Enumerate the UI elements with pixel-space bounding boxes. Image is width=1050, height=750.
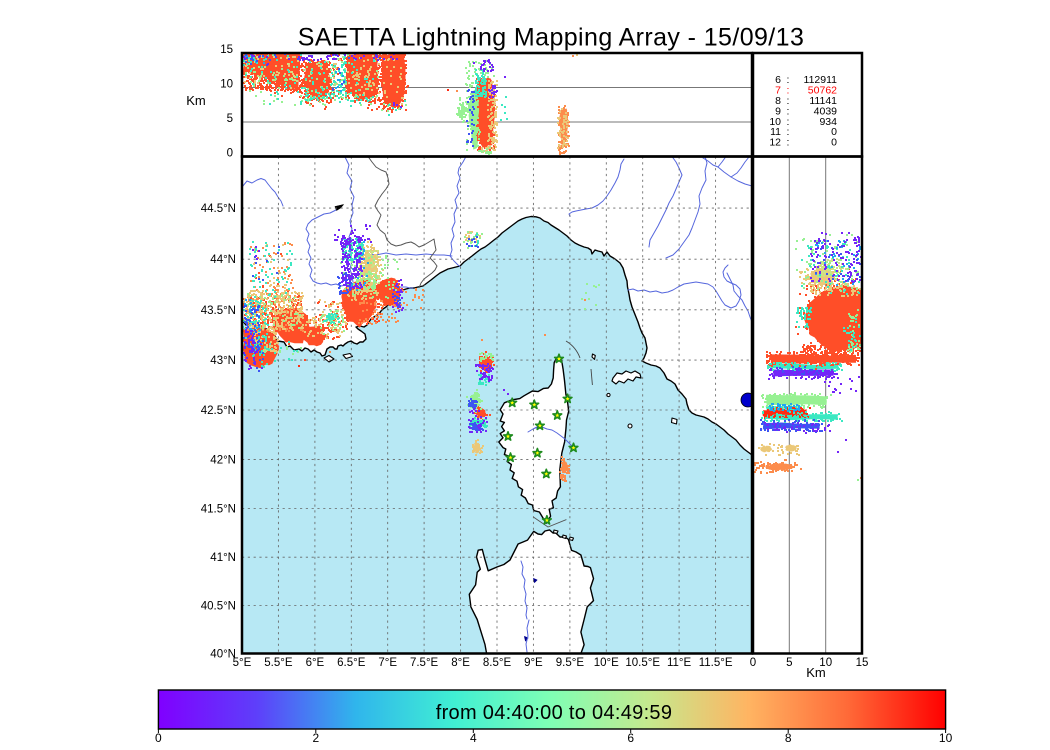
svg-text:112911: 112911 (804, 74, 838, 86)
svg-text::: : (787, 116, 790, 128)
svg-text:9°E: 9°E (524, 657, 543, 669)
svg-text:0: 0 (831, 126, 837, 138)
svg-text:40.5°N: 40.5°N (201, 601, 236, 613)
svg-text:4: 4 (470, 731, 477, 745)
svg-text:10°E: 10°E (594, 657, 619, 669)
svg-text:Km: Km (186, 93, 206, 108)
svg-text:40°N: 40°N (210, 649, 236, 661)
svg-text:43°N: 43°N (210, 355, 236, 367)
svg-text:6°E: 6°E (306, 657, 325, 669)
svg-text:8°E: 8°E (451, 657, 470, 669)
svg-text:7.5°E: 7.5°E (410, 657, 439, 669)
svg-text:5: 5 (786, 657, 792, 669)
svg-text:SAETTA Lightning Mapping Array: SAETTA Lightning Mapping Array - 15/09/1… (298, 24, 805, 52)
svg-text:8: 8 (785, 731, 792, 745)
svg-text::: : (787, 137, 790, 149)
svg-text:10: 10 (769, 116, 781, 128)
svg-text:44°N: 44°N (210, 254, 236, 266)
svg-text:9.5°E: 9.5°E (556, 657, 585, 669)
svg-text:10: 10 (819, 657, 832, 669)
svg-text:42°N: 42°N (210, 454, 236, 466)
svg-text:44.5°N: 44.5°N (201, 203, 236, 215)
svg-text:0: 0 (750, 657, 756, 669)
svg-text:6.5°E: 6.5°E (337, 657, 366, 669)
svg-text:11: 11 (770, 126, 781, 138)
svg-text:6: 6 (627, 731, 634, 745)
svg-text::: : (787, 74, 790, 86)
svg-text:9: 9 (775, 105, 781, 117)
svg-text:5.5°E: 5.5°E (264, 657, 293, 669)
svg-text:Km: Km (806, 665, 826, 680)
svg-text:11.5°E: 11.5°E (699, 657, 733, 669)
svg-text:5°E: 5°E (233, 657, 252, 669)
svg-text:15: 15 (856, 657, 869, 669)
svg-text:11°E: 11°E (667, 657, 692, 669)
svg-text:0: 0 (227, 148, 233, 160)
svg-text:42.5°N: 42.5°N (201, 405, 236, 417)
svg-text:8.5°E: 8.5°E (483, 657, 512, 669)
svg-text:934: 934 (819, 116, 837, 128)
svg-text::: : (787, 95, 790, 107)
svg-text:10: 10 (220, 79, 233, 91)
svg-text:8: 8 (775, 95, 781, 107)
svg-text::: : (787, 126, 790, 138)
svg-text:41°N: 41°N (210, 552, 236, 564)
svg-text:2: 2 (312, 731, 319, 745)
svg-text:12: 12 (769, 137, 781, 149)
svg-text:10.5°E: 10.5°E (625, 657, 660, 669)
svg-text:7: 7 (775, 85, 781, 97)
svg-text:41.5°N: 41.5°N (201, 504, 236, 516)
svg-text::: : (787, 85, 790, 97)
svg-text:50762: 50762 (808, 85, 837, 97)
svg-text:15: 15 (220, 44, 233, 56)
svg-text:10: 10 (939, 731, 953, 745)
svg-text:11141: 11141 (809, 95, 837, 107)
svg-text:from 04:40:00 to 04:49:59: from 04:40:00 to 04:49:59 (436, 702, 673, 724)
svg-text:6: 6 (775, 74, 781, 86)
svg-text::: : (787, 105, 790, 117)
svg-text:0: 0 (155, 731, 162, 745)
svg-text:43.5°N: 43.5°N (201, 305, 236, 317)
svg-text:4039: 4039 (814, 105, 838, 117)
svg-text:5: 5 (227, 113, 233, 125)
svg-text:0: 0 (831, 137, 837, 149)
svg-text:7°E: 7°E (378, 657, 397, 669)
